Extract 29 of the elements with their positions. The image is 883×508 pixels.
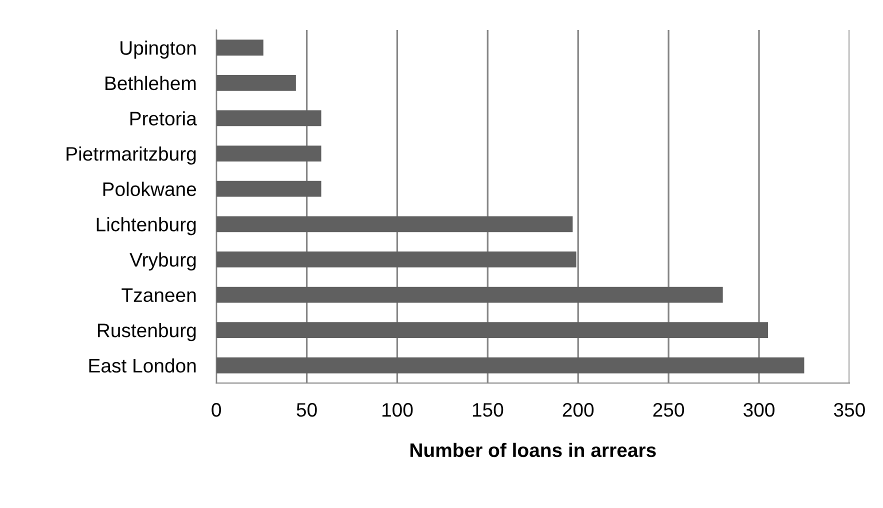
- x-tick-label: 250: [653, 402, 684, 417]
- x-tick-label: 350: [834, 402, 865, 417]
- bar: [216, 146, 322, 162]
- x-tick-label: 100: [382, 402, 413, 417]
- y-tick-label: Rustenburg: [98, 323, 196, 342]
- bar: [216, 357, 804, 374]
- bar: [216, 286, 723, 303]
- y-tick-label: Tzaneen: [122, 288, 196, 302]
- y-tick-label: Lichtenburg: [96, 217, 196, 236]
- bar: [216, 322, 768, 338]
- y-tick-label: Upington: [120, 40, 196, 59]
- x-axis-title: Number of loans in arrears: [410, 442, 656, 458]
- bar: [216, 216, 573, 232]
- bar: [216, 252, 576, 268]
- bar: [216, 110, 322, 126]
- y-tick-label: Pretoria: [130, 111, 197, 126]
- y-tick-label: Polokwane: [103, 182, 196, 196]
- x-tick-label: 50: [296, 402, 317, 417]
- x-tick-label: 150: [472, 402, 504, 417]
- y-tick-label: Pietrmaritzburg: [66, 146, 196, 165]
- bar: [216, 74, 296, 91]
- x-tick-label: 300: [744, 402, 774, 417]
- y-tick-label: Bethlehem: [106, 76, 196, 90]
- x-tick-label: 200: [562, 402, 594, 417]
- bar: [216, 40, 264, 56]
- y-tick-label: East London: [89, 358, 196, 373]
- y-tick-label: Vryburg: [130, 252, 196, 271]
- x-tick-label: 0: [212, 402, 221, 417]
- bar: [216, 180, 322, 197]
